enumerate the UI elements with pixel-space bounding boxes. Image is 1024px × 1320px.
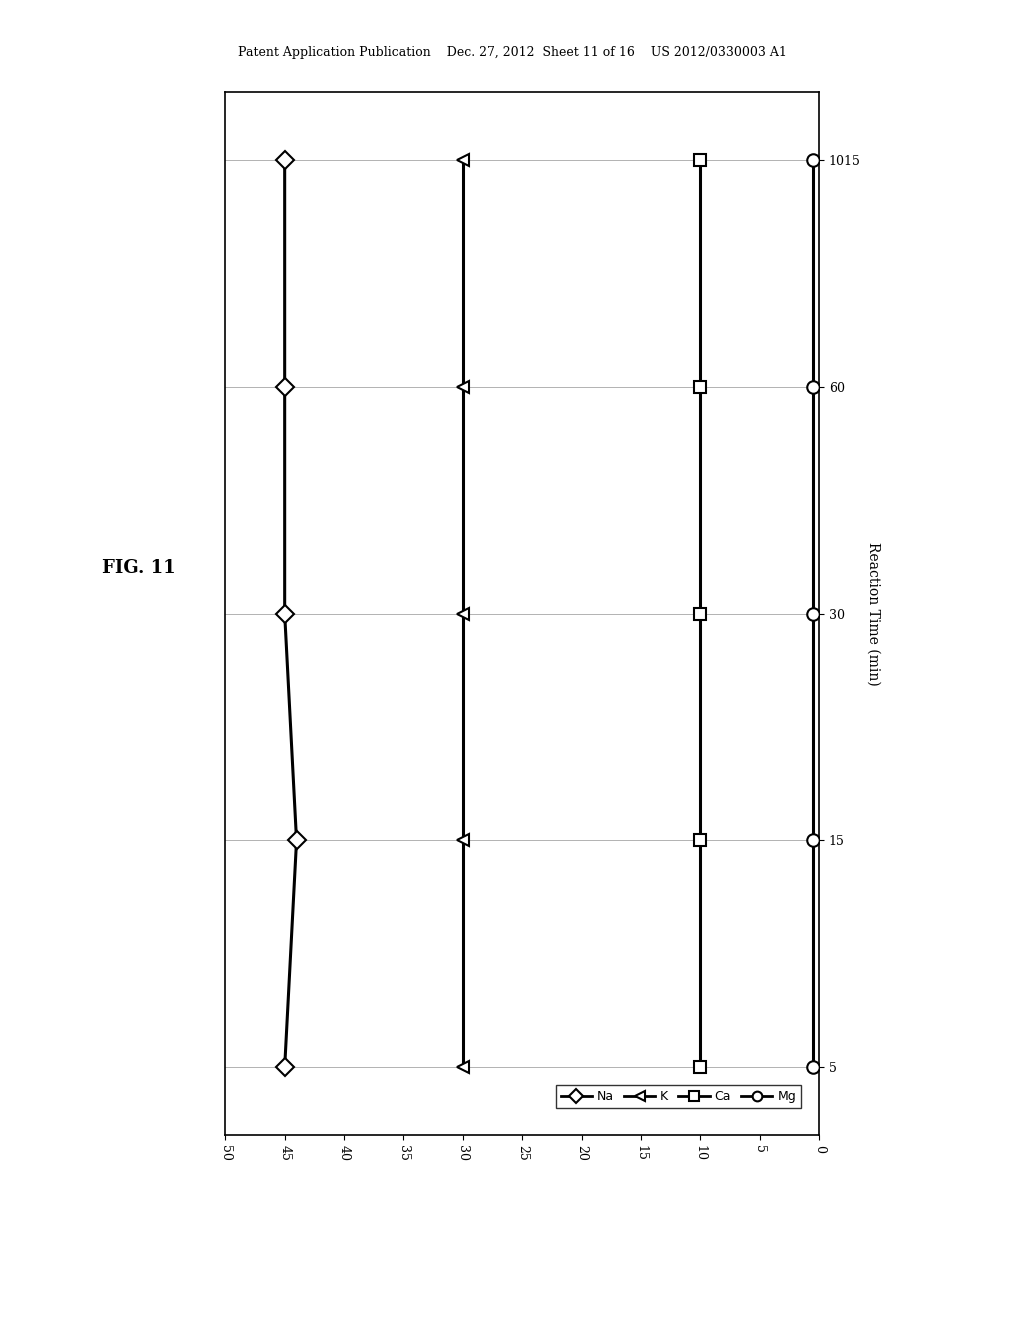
- Na: [279, 1059, 291, 1074]
- Ca: [694, 379, 707, 395]
- Line: Mg: Mg: [807, 154, 819, 1073]
- Ca: [694, 606, 707, 622]
- Text: Patent Application Publication    Dec. 27, 2012  Sheet 11 of 16    US 2012/03300: Patent Application Publication Dec. 27, …: [238, 46, 786, 59]
- K: [457, 833, 469, 849]
- Mg: [807, 833, 819, 849]
- Text: FIG. 11: FIG. 11: [102, 558, 176, 577]
- Ca: [694, 833, 707, 849]
- Na: [291, 833, 303, 849]
- Mg: [807, 1059, 819, 1074]
- Legend: Na, K, Ca, Mg: Na, K, Ca, Mg: [556, 1085, 801, 1107]
- Ca: [694, 1059, 707, 1074]
- Mg: [807, 606, 819, 622]
- Na: [279, 606, 291, 622]
- K: [457, 153, 469, 169]
- K: [457, 379, 469, 395]
- Mg: [807, 153, 819, 169]
- Ca: [694, 153, 707, 169]
- Na: [279, 379, 291, 395]
- Na: [279, 153, 291, 169]
- Mg: [807, 379, 819, 395]
- Line: Ca: Ca: [694, 154, 707, 1073]
- K: [457, 1059, 469, 1074]
- Y-axis label: Reaction Time (min): Reaction Time (min): [866, 543, 881, 685]
- K: [457, 606, 469, 622]
- Line: K: K: [457, 154, 469, 1073]
- Line: Na: Na: [279, 154, 303, 1073]
